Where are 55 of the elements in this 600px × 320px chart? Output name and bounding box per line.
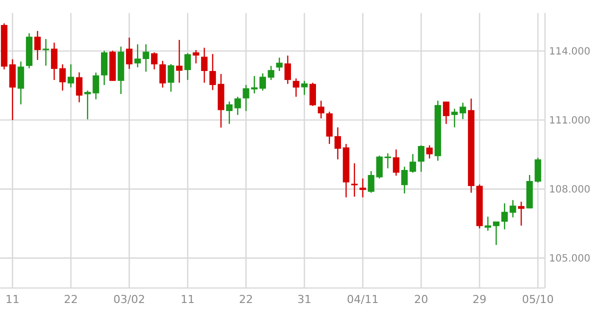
y-tick-label: 114.000 <box>549 46 590 58</box>
candlestick <box>401 166 408 194</box>
candlestick <box>268 65 274 81</box>
x-tick-label: 11 <box>180 293 195 306</box>
candlestick <box>50 42 58 81</box>
candlestick <box>318 100 324 119</box>
candlestick <box>284 54 291 84</box>
candlestick <box>259 72 266 92</box>
candlestick <box>34 30 41 61</box>
candlestick <box>159 60 166 88</box>
candlestick <box>76 72 82 103</box>
x-tick-label: 20 <box>414 293 428 306</box>
candlestick <box>326 111 333 145</box>
candlestick <box>201 47 208 84</box>
y-tick-label: 111.000 <box>549 116 590 127</box>
candlestick <box>168 63 174 92</box>
y-tick-label: 105.000 <box>549 254 590 265</box>
candlestick <box>301 80 308 96</box>
candlestick <box>292 78 300 98</box>
candlestick <box>9 58 16 121</box>
candlestick <box>276 57 283 72</box>
candlestick <box>192 49 200 64</box>
x-tick-label: 22 <box>64 293 78 306</box>
candlestick <box>384 152 392 169</box>
candlestick <box>334 126 342 160</box>
candlestick <box>392 148 400 176</box>
x-tick-label: 22 <box>239 293 254 306</box>
candlestick <box>360 178 366 198</box>
candlestick <box>59 64 66 92</box>
x-tick-label: 03/02 <box>113 293 146 306</box>
candlestick <box>234 96 241 116</box>
candlestick <box>426 144 433 160</box>
candlestick <box>42 38 50 66</box>
candlestick <box>410 153 416 174</box>
candlestick <box>126 37 133 70</box>
candlestick <box>226 101 233 125</box>
candlestick <box>442 101 450 125</box>
candlestick <box>151 52 158 70</box>
x-tick-label: 29 <box>472 293 487 306</box>
candlestick <box>351 162 358 198</box>
candlestick <box>518 201 524 226</box>
y-tick-label: 108.000 <box>549 184 590 196</box>
candlestick <box>209 53 216 91</box>
candlestick <box>309 82 316 107</box>
candlestick <box>176 39 183 84</box>
candlestick <box>184 52 191 81</box>
x-tick-label: 04/11 <box>346 293 379 306</box>
candlestick <box>68 64 74 88</box>
x-tick-label: 31 <box>297 293 312 306</box>
candlestick <box>18 60 24 105</box>
candlestick <box>100 50 108 86</box>
candlestick <box>492 220 500 246</box>
x-tick-label: 05/10 <box>522 293 554 306</box>
x-tick-label: 11 <box>6 293 20 306</box>
candlestick <box>418 144 424 172</box>
